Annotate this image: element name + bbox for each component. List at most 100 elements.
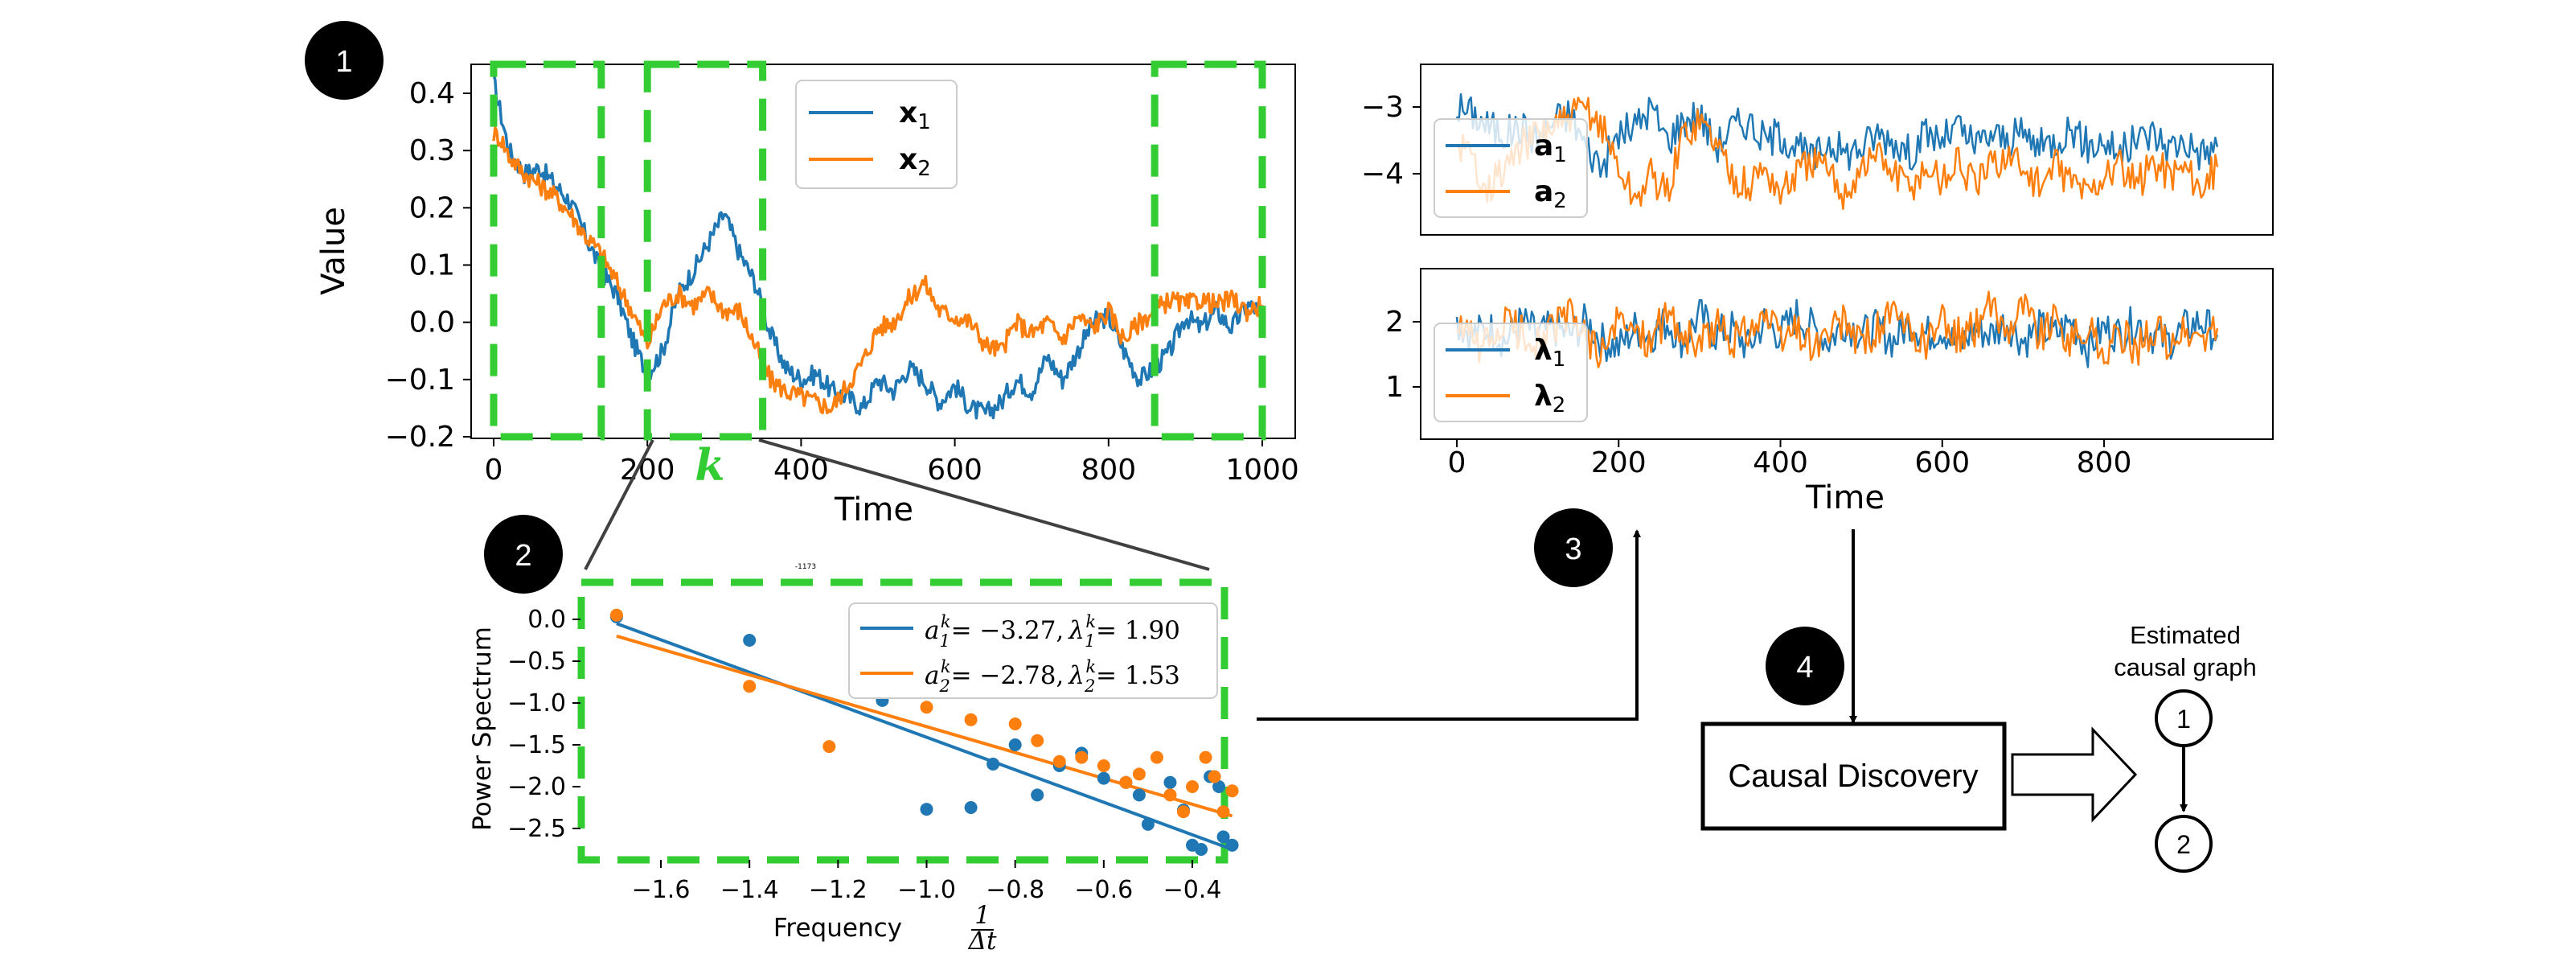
power-spectrum-x-ticks: −1.6 −1.4 −1.2 −1.0 −0.8 −0.6 −0.4 bbox=[632, 860, 1222, 904]
spectrum-point bbox=[1195, 843, 1208, 856]
block-arrow-icon bbox=[2011, 726, 2138, 823]
x-tick-label: 600 bbox=[1914, 446, 1970, 479]
legend-label-fit2: a2k= −2.78, λ2k= 1.53 bbox=[925, 657, 1180, 696]
x-tick-label: 400 bbox=[1753, 446, 1808, 479]
spectrum-point bbox=[822, 740, 836, 754]
x-tick-label: 200 bbox=[620, 454, 675, 487]
power-spectrum-legend: a1k= −3.27, λ1k= 1.90 a2k= −2.78, λ2k= 1.5… bbox=[848, 602, 1218, 699]
parameter-series-panel: −3−4 21 0 200 400 600 800 Time a1 a2 λ1 λ2 bbox=[1361, 64, 2274, 516]
x-tick-label: 0 bbox=[1448, 446, 1466, 479]
spectrum-point bbox=[743, 634, 757, 647]
parameter-series-x-ticks: 0 200 400 600 800 bbox=[1448, 439, 2131, 479]
spectrum-point bbox=[1132, 788, 1146, 802]
corner-tag: -1173 bbox=[795, 563, 816, 571]
spectrum-point bbox=[1008, 738, 1022, 751]
y-tick-label: 1 bbox=[1385, 371, 1404, 404]
spectrum-point bbox=[964, 801, 978, 814]
lambda-series-y-ticks: 21 bbox=[1385, 306, 1421, 404]
y-tick-label: −2.5 bbox=[507, 815, 566, 843]
sliding-windows bbox=[490, 60, 1266, 441]
legend-label-a2: a2 bbox=[1534, 175, 1567, 213]
time-series-legend: x1 x2 bbox=[795, 80, 958, 189]
estimated-causal-graph: Estimated causal graph 1 2 bbox=[2114, 621, 2257, 873]
causal-node-1-label: 1 bbox=[2176, 705, 2191, 734]
step-badge-3: 3 bbox=[1534, 508, 1613, 587]
y-tick-label: 0.1 bbox=[409, 249, 455, 282]
x-tick-label: −1.6 bbox=[632, 876, 691, 904]
spectrum-point bbox=[1097, 771, 1110, 785]
causal-node-2-label: 2 bbox=[2176, 830, 2191, 859]
power-spectrum-y-label: Power Spectrum bbox=[468, 627, 497, 831]
legend-label-fit1: a1k= −3.27, λ1k= 1.90 bbox=[925, 612, 1180, 651]
fraction-denominator: Δt bbox=[968, 927, 997, 956]
spectrum-point bbox=[1097, 759, 1110, 772]
y-tick-label: −0.5 bbox=[507, 648, 566, 676]
series-line-a2 bbox=[1456, 97, 2219, 211]
spectrum-point bbox=[1208, 770, 1221, 783]
step-badge-2-label: 2 bbox=[515, 539, 531, 573]
fit-line-1 bbox=[616, 622, 1233, 851]
causal-discovery-label: Causal Discovery bbox=[1728, 758, 1978, 794]
spectrum-point bbox=[1163, 788, 1177, 802]
y-tick-label: −4 bbox=[1361, 158, 1404, 191]
causal-graph-title-line1: Estimated bbox=[2130, 621, 2241, 649]
parameter-series-x-label: Time bbox=[1805, 479, 1885, 516]
causal-node-2 bbox=[2155, 815, 2213, 873]
x-tick-label: −1.0 bbox=[897, 876, 956, 904]
power-spectrum-panel: -1173 0.0−0.5−1.0−1.5−2.0−2.5 −1.6 −1.4 −1… bbox=[468, 563, 1239, 956]
x-tick-label: −0.6 bbox=[1074, 876, 1133, 904]
lambda-series-legend: λ1 λ2 bbox=[1434, 323, 1588, 422]
y-tick-label: 0.0 bbox=[527, 606, 566, 634]
spectrum-point bbox=[1225, 784, 1239, 798]
time-series-y-label: Value bbox=[315, 207, 352, 295]
power-spectrum-frame bbox=[577, 578, 1229, 864]
x-tick-label: 0 bbox=[485, 454, 503, 487]
lambda-series-axes-frame bbox=[1420, 268, 2274, 440]
sliding-window-1 bbox=[490, 60, 605, 441]
x-tick-label: −1.4 bbox=[720, 876, 779, 904]
time-series-panel: 0.4 0.3 0.2 0.1 0.0 −0.1 −0.2 0 200 400 600 800 100… bbox=[315, 60, 1299, 528]
spectrum-point bbox=[1216, 805, 1230, 819]
sliding-window-2 bbox=[643, 60, 767, 441]
x-tick-label: −0.4 bbox=[1163, 876, 1222, 904]
step-badge-2: 2 bbox=[484, 515, 563, 594]
causal-discovery-box: Causal Discovery bbox=[1700, 722, 2007, 831]
legend-label-x1: x1 bbox=[899, 97, 931, 134]
legend-label-lambda2: λ2 bbox=[1534, 380, 1565, 417]
spectrum-point bbox=[1225, 838, 1239, 852]
fraction-numerator: 1 bbox=[974, 901, 991, 930]
y-tick-label: −0.1 bbox=[385, 364, 455, 397]
y-tick-label: 0.2 bbox=[409, 191, 455, 224]
step-badge-4-label: 4 bbox=[1796, 651, 1813, 684]
a-series-legend: a1 a2 bbox=[1434, 118, 1588, 218]
step-badge-1-label: 1 bbox=[335, 45, 352, 79]
time-series-x-ticks: 0 200 400 600 800 1000 bbox=[485, 438, 1299, 487]
spectrum-point bbox=[1052, 754, 1066, 768]
power-spectrum-legend-box bbox=[848, 602, 1218, 699]
spectrum-point bbox=[1216, 830, 1230, 844]
series-line-x2 bbox=[492, 126, 1264, 415]
y-tick-label: −0.2 bbox=[385, 421, 455, 454]
spectrum-point bbox=[987, 757, 1000, 771]
a-series-y-ticks: −3 −4 bbox=[1361, 91, 1421, 191]
spectrum-point bbox=[609, 608, 623, 622]
y-tick-label: −1.0 bbox=[507, 689, 566, 717]
spectrum-point bbox=[1141, 817, 1155, 831]
spectrum-point bbox=[743, 680, 757, 693]
spectrum-point bbox=[1186, 780, 1199, 793]
power-spectrum-y-ticks: 0.0 −0.5 −1.0 −1.5 −2.0 −2.5 bbox=[507, 606, 580, 843]
x-tick-label: 400 bbox=[773, 454, 829, 487]
step-badge-3-label: 3 bbox=[1565, 532, 1581, 566]
x-tick-label: 800 bbox=[1081, 454, 1136, 487]
series-line-x1 bbox=[492, 73, 1264, 420]
x-tick-label: −1.2 bbox=[809, 876, 868, 904]
y-tick-label: −3 bbox=[1361, 91, 1404, 124]
spectrum-point bbox=[1119, 775, 1133, 789]
causal-graph-title-line2: causal graph bbox=[2114, 653, 2257, 681]
spectrum-point bbox=[1008, 717, 1022, 730]
causal-discovery-rect bbox=[1700, 722, 2007, 831]
spectrum-point bbox=[1150, 750, 1163, 764]
zoom-connector-left bbox=[584, 439, 654, 570]
spectrum-point bbox=[1031, 734, 1044, 747]
